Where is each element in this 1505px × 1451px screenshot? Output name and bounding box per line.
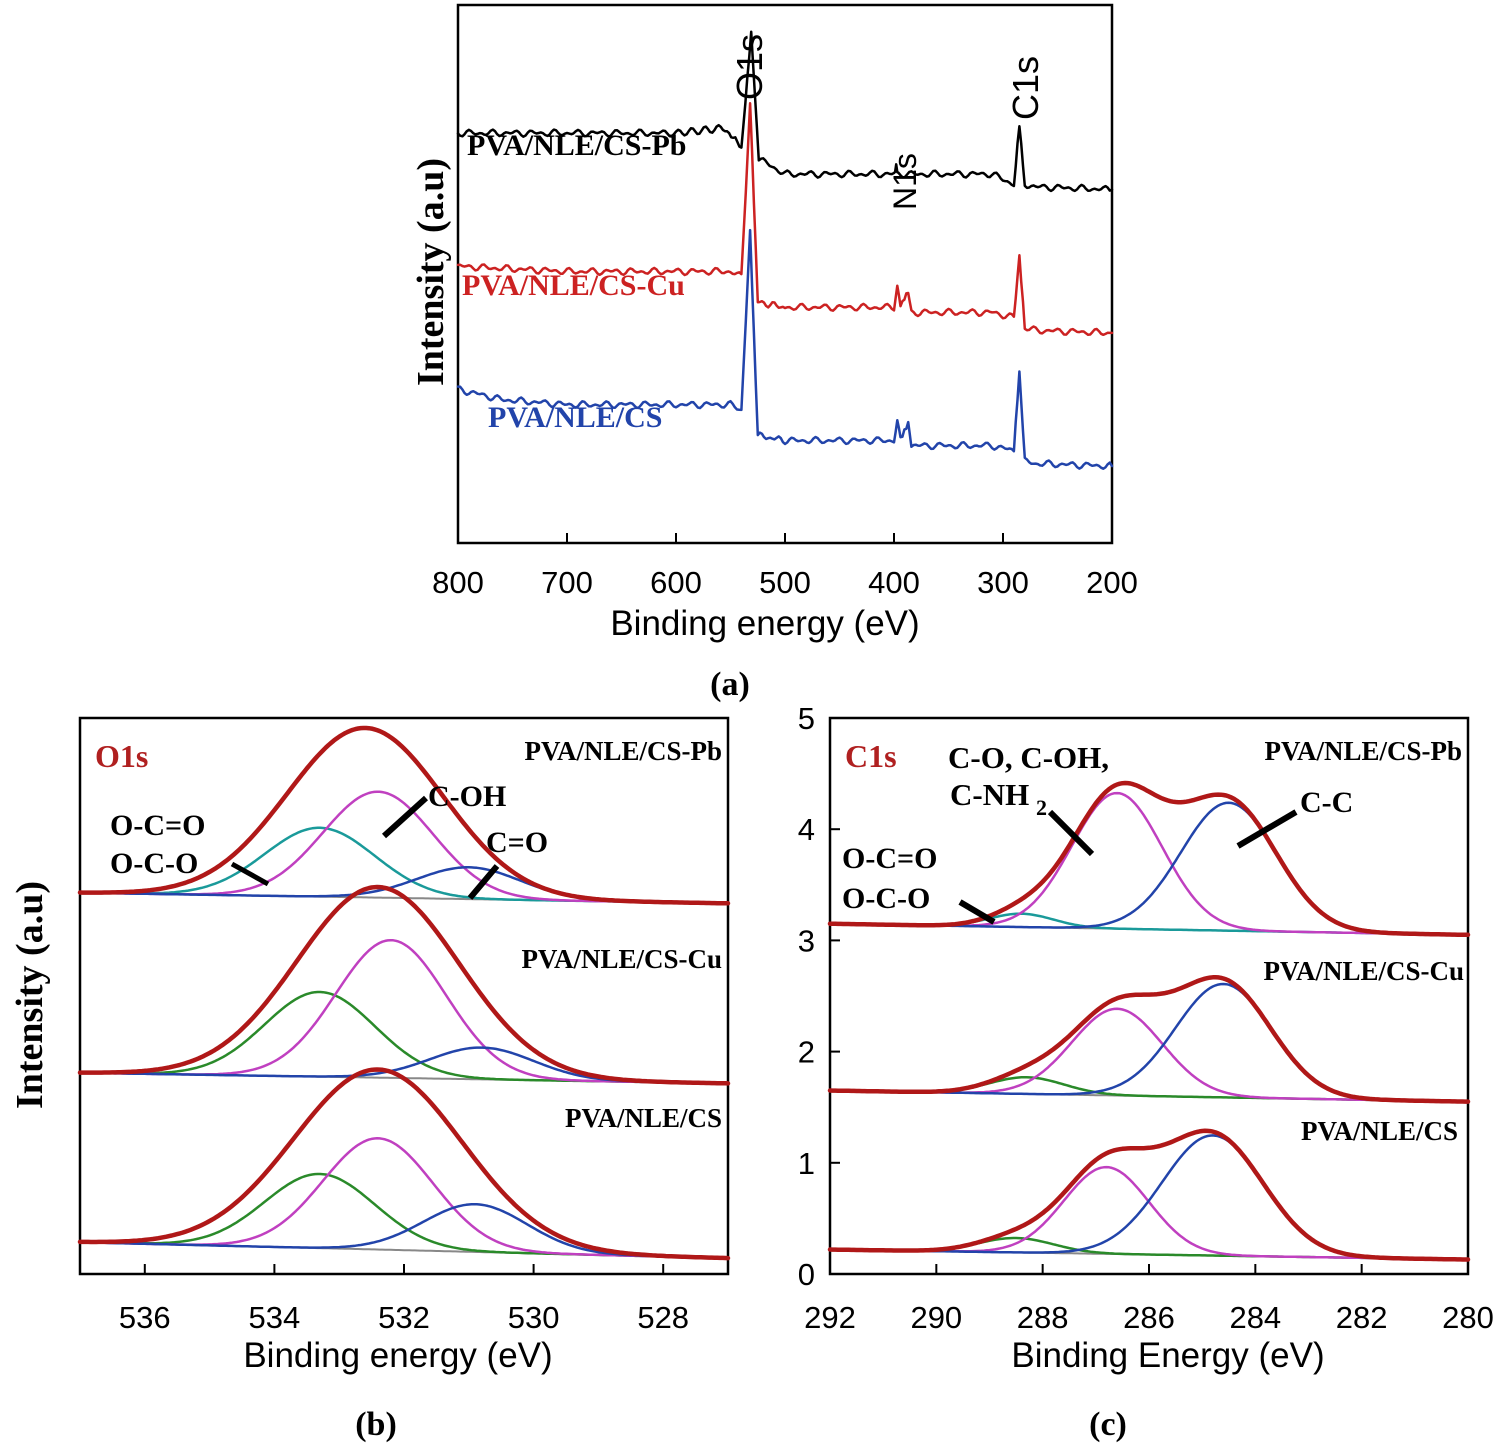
panel-c-component-2-2 [828, 1134, 1470, 1261]
panel-a-survey-spectrum: 800 700 600 500 400 300 200 C1s O1s N1s PVA/NL… [410, 3, 1138, 703]
panel-a-x-tick-label: 300 [977, 565, 1029, 600]
panel-b-annotation-oco: O-C-O [110, 847, 198, 880]
panel-c-label-cu: PVA/NLE/CS-Cu [1263, 956, 1464, 986]
panel-b-curves [77, 725, 731, 1261]
panel-b-component-2-1 [78, 1137, 730, 1260]
panel-c-annotation-co-coh: C-O, C-OH, [948, 740, 1109, 775]
panel-c-annotation-cnh: C-NH [950, 777, 1029, 812]
panel-a-y-axis-title: Intensity (a.u) [410, 158, 452, 386]
panel-b-x-tick-label: 528 [637, 1300, 689, 1335]
panel-c-x-tick-label: 280 [1442, 1300, 1494, 1335]
panel-b-component-1-0 [78, 990, 730, 1085]
panel-c-annotation-nh2-subscript: 2 [1036, 795, 1047, 820]
panel-c-x-tick-label: 290 [910, 1300, 962, 1335]
panel-c-envelope-1 [827, 975, 1471, 1104]
panel-b-x-tick-label: 532 [378, 1300, 430, 1335]
panel-b-leader-ococo [230, 861, 270, 887]
panel-b-annotation-co: C=O [486, 826, 548, 859]
panel-a-x-tick-label: 200 [1086, 565, 1138, 600]
panel-a-x-tick-label: 800 [432, 565, 484, 600]
panel-b-label-cs: PVA/NLE/CS [565, 1103, 722, 1133]
panel-b-x-axis-title: Binding energy (eV) [243, 1336, 552, 1375]
panel-b-y-axis-title: Intensity (a.u) [9, 881, 51, 1109]
panel-b-label-pb: PVA/NLE/CS-Pb [524, 736, 722, 766]
panel-a-annotation-n1s: N1s [887, 153, 923, 210]
panel-c-y-tick-label: 3 [798, 923, 815, 958]
panel-b-axes-frame [78, 716, 730, 1276]
panel-a-label-cu: PVA/NLE/CS-Cu [462, 269, 685, 302]
panel-b-envelope-0 [77, 725, 731, 906]
panel-a-annotation-c1s: C1s [1005, 56, 1046, 120]
panel-c-leader-oco [958, 899, 996, 925]
panel-a-curves [456, 30, 1114, 470]
panel-c-x-tick-label: 282 [1336, 1300, 1388, 1335]
panel-a-series-2 [456, 228, 1114, 470]
panel-b-x-ticks: 536 534 532 530 528 [119, 1264, 689, 1335]
panel-c-x-axis-title: Binding Energy (eV) [1011, 1336, 1324, 1375]
panel-c-ticks: 292 290 288 286 284 282 280 0 1 2 3 4 5 [798, 701, 1494, 1335]
panel-b-annotation-coh: C-OH [428, 780, 506, 813]
panel-a-annotation-o1s: O1s [729, 34, 770, 100]
panel-c-x-tick-label: 292 [804, 1300, 856, 1335]
panel-c-label-pb: PVA/NLE/CS-Pb [1264, 736, 1462, 766]
panel-a-x-ticks: 800 700 600 500 400 300 200 [432, 533, 1138, 600]
panel-c-annotation-cc: C-C [1300, 786, 1353, 819]
panel-b-label-cu: PVA/NLE/CS-Cu [521, 944, 722, 974]
panel-c-envelope-0 [827, 780, 1471, 938]
panel-c-x-tick-label: 286 [1123, 1300, 1175, 1335]
panel-a-series-1 [456, 102, 1114, 337]
panel-b-title: O1s [95, 738, 148, 774]
panel-c-c1s-spectrum: 292 290 288 286 284 282 280 0 1 2 3 4 5 C1s PVA/NLE/… [798, 701, 1494, 1443]
panel-b-envelope-2 [77, 1067, 731, 1261]
panel-c-y-tick-label: 5 [798, 701, 815, 736]
panel-b-x-tick-label: 534 [249, 1300, 301, 1335]
panel-a-letter: (a) [710, 666, 750, 703]
panel-c-title: C1s [845, 738, 897, 774]
panel-c-leader-cc [1236, 809, 1298, 849]
panel-c-annotation-oco: O-C-O [842, 882, 930, 915]
panel-a-x-tick-label: 400 [868, 565, 920, 600]
panel-c-y-tick-label: 1 [798, 1146, 815, 1181]
panel-c-x-tick-label: 288 [1017, 1300, 1069, 1335]
panel-c-annotation-ococo: O-C=O [842, 842, 937, 875]
panel-c-component-2-1 [828, 1165, 1470, 1261]
panel-a-x-tick-label: 500 [759, 565, 811, 600]
panel-c-y-tick-label: 2 [798, 1035, 815, 1070]
panel-a-label-cs: PVA/NLE/CS [488, 401, 663, 434]
panel-c-label-cs: PVA/NLE/CS [1301, 1116, 1458, 1146]
panel-c-curves [827, 780, 1471, 1262]
panel-c-letter: (c) [1089, 1406, 1127, 1443]
panel-c-component-1-1 [828, 1007, 1470, 1103]
panel-c-y-tick-label: 0 [798, 1257, 815, 1292]
panel-b-letter: (b) [355, 1406, 397, 1443]
panel-a-x-tick-label: 600 [650, 565, 702, 600]
panel-b-x-tick-label: 536 [119, 1300, 171, 1335]
panel-c-component-1-2 [828, 982, 1470, 1103]
panel-a-label-pb: PVA/NLE/CS-Pb [467, 129, 687, 162]
panel-a-series-0 [456, 30, 1114, 193]
panel-a-x-tick-label: 700 [541, 565, 593, 600]
panel-b-leader-coh [381, 795, 429, 839]
panel-b-leader-co [467, 864, 500, 900]
panel-c-y-tick-label: 4 [798, 812, 815, 847]
panel-b-o1s-spectrum: 536 534 532 530 528 O1s PVA/NLE/CS-Pb PVA/NL… [9, 716, 731, 1443]
panel-b-x-tick-label: 530 [508, 1300, 560, 1335]
panel-b-envelope-1 [77, 884, 731, 1086]
panel-c-x-tick-label: 284 [1229, 1300, 1281, 1335]
panel-b-annotation-ococo: O-C=O [110, 809, 205, 842]
panel-a-x-axis-title: Binding energy (eV) [610, 604, 919, 643]
panel-c-envelope-2 [827, 1128, 1471, 1262]
panel-c-leader-co [1047, 809, 1095, 857]
